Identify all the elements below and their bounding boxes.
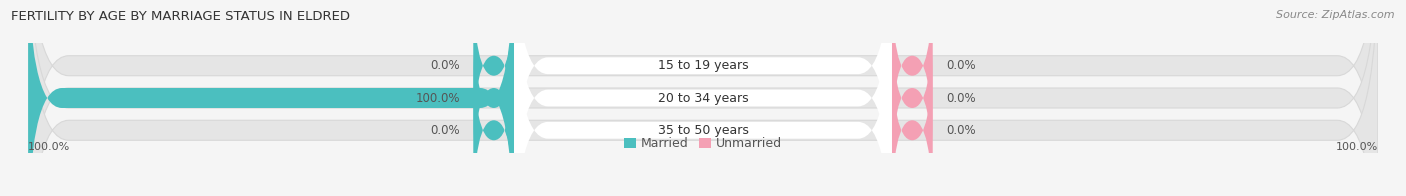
Text: 0.0%: 0.0% — [946, 59, 976, 72]
Text: 0.0%: 0.0% — [946, 124, 976, 137]
FancyBboxPatch shape — [891, 0, 932, 152]
FancyBboxPatch shape — [28, 0, 1378, 196]
Text: 35 to 50 years: 35 to 50 years — [658, 124, 748, 137]
Text: 0.0%: 0.0% — [430, 59, 460, 72]
Text: Source: ZipAtlas.com: Source: ZipAtlas.com — [1277, 10, 1395, 20]
FancyBboxPatch shape — [28, 0, 1378, 196]
Text: 0.0%: 0.0% — [946, 92, 976, 104]
FancyBboxPatch shape — [28, 0, 1378, 196]
Text: 15 to 19 years: 15 to 19 years — [658, 59, 748, 72]
Text: 20 to 34 years: 20 to 34 years — [658, 92, 748, 104]
FancyBboxPatch shape — [474, 11, 515, 185]
FancyBboxPatch shape — [515, 0, 891, 196]
FancyBboxPatch shape — [891, 11, 932, 185]
FancyBboxPatch shape — [28, 0, 515, 196]
Legend: Married, Unmarried: Married, Unmarried — [619, 132, 787, 155]
FancyBboxPatch shape — [515, 0, 891, 196]
FancyBboxPatch shape — [891, 44, 932, 196]
Text: 0.0%: 0.0% — [430, 124, 460, 137]
Text: FERTILITY BY AGE BY MARRIAGE STATUS IN ELDRED: FERTILITY BY AGE BY MARRIAGE STATUS IN E… — [11, 10, 350, 23]
FancyBboxPatch shape — [474, 0, 515, 152]
Text: 100.0%: 100.0% — [1336, 142, 1378, 152]
Text: 100.0%: 100.0% — [28, 142, 70, 152]
FancyBboxPatch shape — [515, 0, 891, 196]
Text: 100.0%: 100.0% — [416, 92, 460, 104]
FancyBboxPatch shape — [474, 44, 515, 196]
